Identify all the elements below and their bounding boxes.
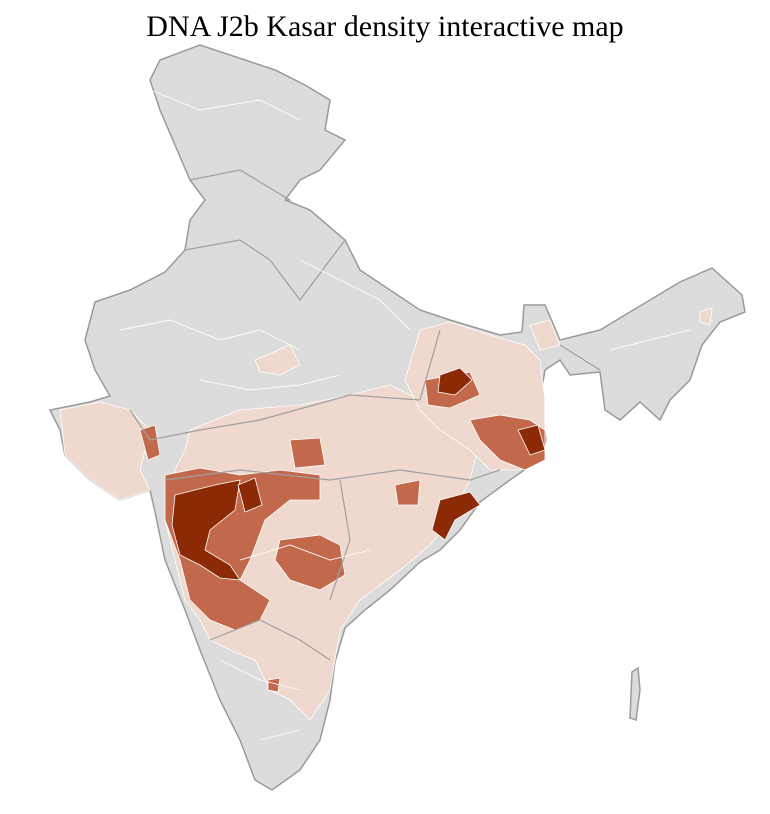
map-title: DNA J2b Kasar density interactive map xyxy=(146,10,624,43)
district-borders xyxy=(119,89,691,741)
state-borders xyxy=(129,169,601,661)
dark-regions xyxy=(171,367,546,581)
